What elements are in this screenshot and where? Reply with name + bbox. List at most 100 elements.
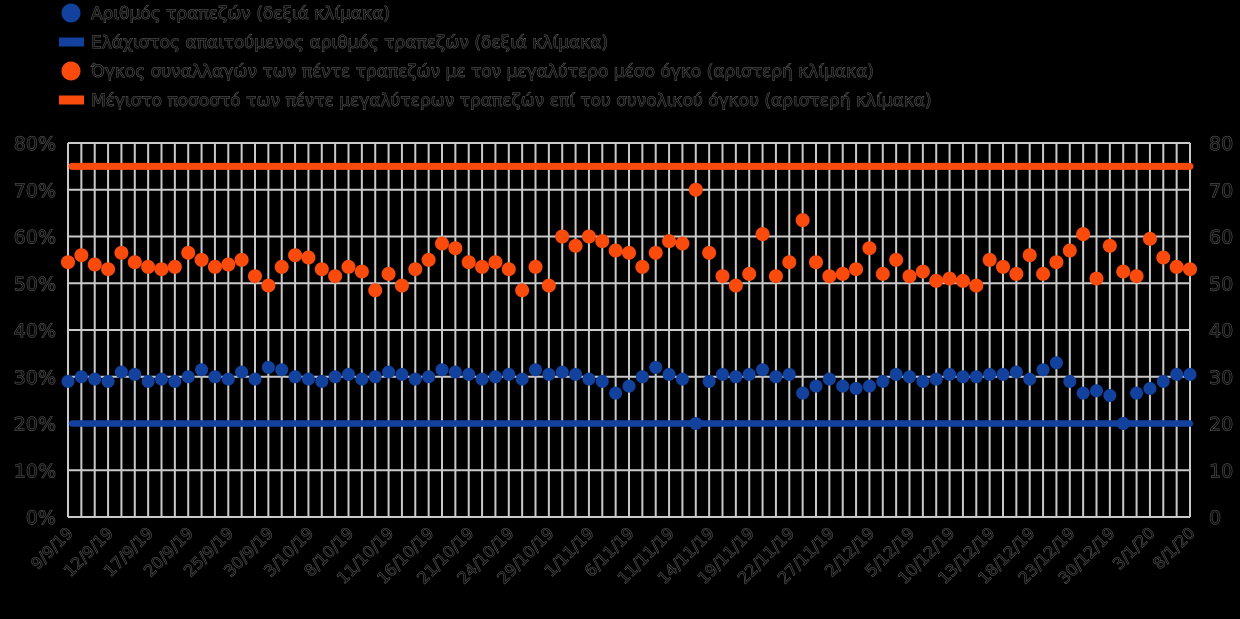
data-point-share-volume	[354, 264, 369, 279]
data-point-share-volume	[274, 259, 289, 274]
data-point-number-of-banks	[1049, 356, 1063, 370]
data-point-share-volume	[408, 262, 423, 277]
data-point-share-volume	[809, 255, 823, 270]
x-axis-date-label: 3/1/20	[1109, 523, 1159, 573]
data-point-number-of-banks	[261, 360, 275, 374]
data-point-share-volume	[341, 259, 356, 274]
data-point-number-of-banks	[529, 363, 542, 377]
data-point-share-volume	[929, 273, 944, 288]
data-point-number-of-banks	[248, 372, 262, 386]
data-point-share-volume	[421, 252, 436, 267]
data-point-number-of-banks	[422, 370, 436, 384]
data-point-number-of-banks	[342, 367, 355, 381]
data-point-share-volume	[875, 266, 890, 281]
data-point-number-of-banks	[408, 372, 422, 386]
data-point-share-volume	[74, 248, 89, 263]
left-axis-tick-label: 40%	[14, 320, 56, 342]
data-point-share-volume	[448, 241, 463, 256]
data-point-share-volume	[101, 262, 116, 277]
data-point-share-volume	[635, 259, 650, 274]
data-point-number-of-banks	[1023, 372, 1037, 386]
data-point-number-of-banks	[515, 372, 529, 386]
data-point-share-volume	[595, 234, 610, 249]
legend-marker-min-banks-line-icon	[59, 37, 84, 47]
data-point-number-of-banks	[395, 367, 409, 381]
data-point-share-volume	[114, 245, 129, 260]
data-point-number-of-banks	[502, 367, 516, 381]
legend-item-label: Ελάχιστος απαιτούμενος αριθμός τραπεζών …	[91, 33, 608, 53]
data-point-number-of-banks	[1116, 417, 1130, 430]
data-point-share-volume	[568, 238, 583, 253]
data-point-share-volume	[889, 252, 904, 267]
data-point-share-volume	[1089, 271, 1104, 286]
data-point-number-of-banks	[328, 370, 342, 384]
data-point-share-volume	[1116, 264, 1131, 279]
data-point-number-of-banks	[569, 367, 583, 381]
data-point-share-volume	[835, 266, 850, 281]
legend-marker-banks-dot-icon	[61, 3, 81, 23]
data-point-number-of-banks	[582, 372, 596, 386]
data-point-number-of-banks	[956, 370, 970, 384]
data-point-number-of-banks	[435, 363, 449, 377]
data-point-number-of-banks	[221, 372, 235, 386]
data-point-number-of-banks	[996, 367, 1010, 381]
data-point-number-of-banks	[462, 367, 476, 381]
data-point-share-volume	[688, 182, 703, 197]
data-point-number-of-banks	[782, 367, 796, 381]
data-point-share-volume	[1142, 231, 1157, 246]
data-point-share-volume	[1102, 238, 1117, 253]
data-point-share-volume	[394, 278, 409, 293]
data-point-number-of-banks	[1076, 386, 1090, 400]
legend-item-label: Όγκος συναλλαγών των πέντε τραπεζών με τ…	[90, 62, 874, 82]
data-point-number-of-banks	[689, 417, 703, 430]
data-point-number-of-banks	[662, 367, 676, 381]
data-point-number-of-banks	[1103, 388, 1117, 402]
right-axis-tick-label: 80	[1209, 133, 1233, 155]
data-point-number-of-banks	[542, 367, 556, 381]
data-point-share-volume	[648, 245, 663, 260]
left-axis-tick-label: 60%	[14, 227, 56, 249]
left-axis-tick-label: 10%	[14, 460, 56, 482]
data-point-share-volume	[1062, 243, 1077, 258]
left-axis-tick-label: 80%	[14, 133, 56, 155]
data-point-share-volume	[288, 248, 303, 263]
data-point-share-volume	[795, 213, 810, 228]
right-axis-tick-label: 60	[1209, 227, 1233, 249]
data-point-number-of-banks	[1063, 374, 1077, 388]
left-axis-tick-label: 20%	[14, 414, 56, 436]
data-point-number-of-banks	[74, 370, 88, 384]
left-axis-tick-label: 70%	[14, 180, 56, 202]
data-point-number-of-banks	[382, 365, 396, 379]
data-point-share-volume	[435, 236, 449, 251]
data-point-number-of-banks	[128, 367, 142, 381]
data-point-number-of-banks	[943, 367, 957, 381]
data-point-share-volume	[528, 259, 543, 274]
data-point-share-volume	[742, 266, 757, 281]
data-point-share-volume	[675, 236, 690, 251]
data-point-share-volume	[194, 252, 209, 267]
data-point-share-volume	[1022, 248, 1037, 263]
data-point-number-of-banks	[448, 365, 462, 379]
x-axis-date-label: 8/1/20	[1149, 523, 1199, 573]
data-point-share-volume	[501, 262, 516, 277]
data-point-share-volume	[261, 278, 276, 293]
data-point-share-volume	[915, 264, 930, 279]
data-point-number-of-banks	[1183, 367, 1197, 381]
data-point-number-of-banks	[181, 370, 195, 384]
data-point-share-volume	[768, 269, 783, 284]
data-point-share-volume	[862, 241, 877, 256]
data-point-number-of-banks	[742, 367, 756, 381]
data-point-number-of-banks	[809, 379, 823, 393]
data-point-number-of-banks	[488, 370, 502, 384]
data-point-share-volume	[555, 229, 570, 244]
legend-marker-share-dot-icon	[61, 61, 81, 81]
data-point-share-volume	[1183, 262, 1197, 277]
data-point-share-volume	[181, 245, 196, 260]
data-point-number-of-banks	[275, 363, 289, 377]
data-point-number-of-banks	[555, 365, 569, 379]
data-point-share-volume	[702, 245, 717, 260]
data-point-number-of-banks	[114, 365, 128, 379]
data-point-number-of-banks	[729, 370, 743, 384]
